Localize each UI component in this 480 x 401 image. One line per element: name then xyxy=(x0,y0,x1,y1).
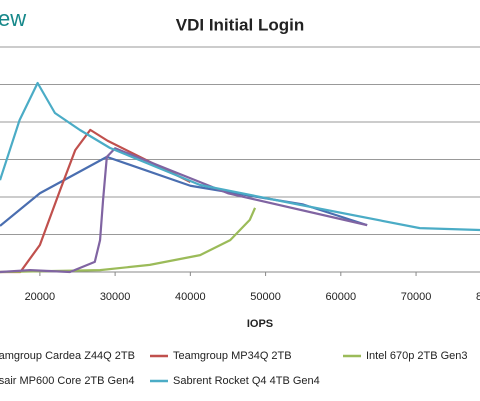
x-tick-label: 70000 xyxy=(401,291,432,303)
series-line xyxy=(0,81,480,232)
x-tick-label: 20000 xyxy=(25,291,56,303)
x-axis-label: IOPS xyxy=(247,318,273,330)
series-line xyxy=(0,207,257,274)
series-line xyxy=(0,147,368,274)
legend-label: Teamgroup Cardea Z44Q 2TB xyxy=(0,350,135,362)
series-line xyxy=(0,155,368,227)
legend-label: Intel 670p 2TB Gen3 xyxy=(366,350,468,362)
series-line xyxy=(0,128,191,274)
x-tick-label: 30000 xyxy=(100,291,131,303)
logo: ew xyxy=(0,6,26,31)
legend-label: Sabrent Rocket Q4 4TB Gen4 xyxy=(173,375,320,387)
x-tick-label: 80000 xyxy=(476,291,480,303)
legend-label: Teamgroup MP34Q 2TB xyxy=(173,350,292,362)
legend-label: Corsair MP600 Core 2TB Gen4 xyxy=(0,375,134,387)
x-tick-label: 50000 xyxy=(250,291,281,303)
x-tick-label: 40000 xyxy=(175,291,206,303)
x-tick-label: 60000 xyxy=(326,291,357,303)
chart-title: VDI Initial Login xyxy=(176,15,304,34)
